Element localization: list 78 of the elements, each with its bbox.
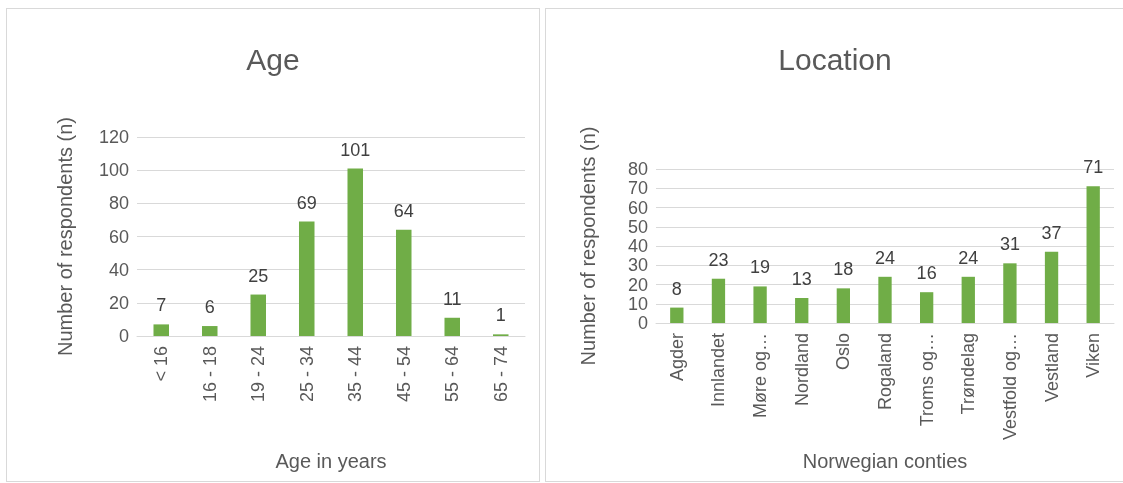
bar — [878, 276, 892, 323]
chart-title: Age — [246, 42, 300, 76]
data-label: 7 — [156, 295, 167, 316]
y-tick-label: 60 — [627, 197, 648, 218]
y-tick-label: 30 — [627, 255, 648, 276]
bar — [1086, 186, 1100, 323]
bar — [298, 221, 315, 336]
x-tick-label: 19 - 24 — [248, 346, 269, 403]
x-tick-label: Oslo — [833, 333, 854, 371]
y-tick-label: 70 — [627, 178, 648, 199]
y-tick-label: 80 — [627, 159, 648, 179]
data-label: 25 — [248, 265, 269, 286]
y-tick-label: 80 — [108, 193, 129, 214]
x-tick-label: 65 - 74 — [490, 346, 511, 403]
data-label: 19 — [750, 257, 771, 278]
data-label: 37 — [1041, 222, 1062, 243]
x-tick-label: Rogaland — [875, 333, 895, 411]
x-tick-label: Vestland — [1041, 333, 1062, 403]
bar — [795, 297, 809, 323]
bar — [153, 324, 170, 336]
x-tick-label: Innlandet — [708, 333, 729, 408]
chart-title: Location — [778, 42, 892, 76]
y-tick-label: 20 — [627, 274, 648, 295]
x-tick-label: 55 - 64 — [442, 346, 463, 403]
y-tick-label: 20 — [108, 292, 129, 313]
bar — [670, 307, 684, 323]
y-tick-label: 60 — [108, 226, 129, 247]
bar — [444, 317, 461, 336]
data-label: 64 — [393, 200, 414, 221]
x-tick-label: Vestfold og… — [999, 333, 1020, 441]
y-tick-label: 100 — [98, 160, 129, 181]
data-label: 6 — [204, 297, 215, 318]
data-label: 18 — [833, 259, 854, 280]
x-tick-label: 35 - 44 — [345, 346, 366, 403]
bar — [1044, 251, 1059, 323]
x-axis-title: Norwegian conties — [802, 450, 968, 472]
y-tick-label: 50 — [627, 216, 648, 237]
bar — [836, 288, 851, 323]
bar — [201, 326, 218, 336]
x-tick-label: Trøndelag — [958, 333, 979, 415]
y-tick-label: 40 — [627, 236, 648, 256]
data-label: 69 — [296, 192, 317, 213]
data-label: 31 — [999, 234, 1020, 255]
y-tick-label: 10 — [627, 293, 648, 314]
x-tick-label: Viken — [1083, 333, 1104, 378]
data-label: 1 — [495, 305, 506, 326]
data-label: 101 — [340, 139, 371, 160]
data-label: 24 — [958, 247, 979, 268]
data-label: 24 — [874, 247, 896, 268]
bar — [919, 292, 934, 323]
x-tick-label: < 16 — [151, 346, 172, 382]
data-label: 13 — [791, 268, 812, 289]
x-tick-label: 45 - 54 — [393, 346, 414, 403]
y-tick-label: 0 — [637, 313, 648, 333]
data-label: 16 — [916, 263, 937, 284]
x-tick-label: Nordland — [791, 333, 812, 407]
bar — [395, 229, 412, 336]
x-tick-label: 16 - 18 — [199, 346, 220, 403]
bar — [961, 276, 975, 323]
data-label: 8 — [671, 278, 682, 299]
y-axis-title: Number of respondents (n) — [577, 126, 599, 366]
bar — [250, 294, 267, 336]
bar — [711, 278, 726, 323]
y-tick-label: 40 — [108, 259, 129, 280]
bar — [753, 286, 767, 323]
y-axis-title: Number of respondents (n) — [54, 116, 76, 357]
y-tick-label: 120 — [98, 127, 129, 147]
data-label: 71 — [1083, 157, 1104, 178]
x-axis-title: Age in years — [275, 450, 387, 472]
y-tick-label: 0 — [118, 326, 129, 346]
x-tick-label: Agder — [666, 333, 687, 382]
bar — [1003, 263, 1017, 323]
x-tick-label: Møre og… — [750, 333, 771, 419]
data-label: 11 — [442, 288, 462, 309]
bar — [347, 168, 364, 336]
x-tick-label: Troms og… — [916, 333, 937, 427]
data-label: 23 — [708, 249, 729, 270]
x-tick-label: 25 - 34 — [296, 346, 317, 403]
